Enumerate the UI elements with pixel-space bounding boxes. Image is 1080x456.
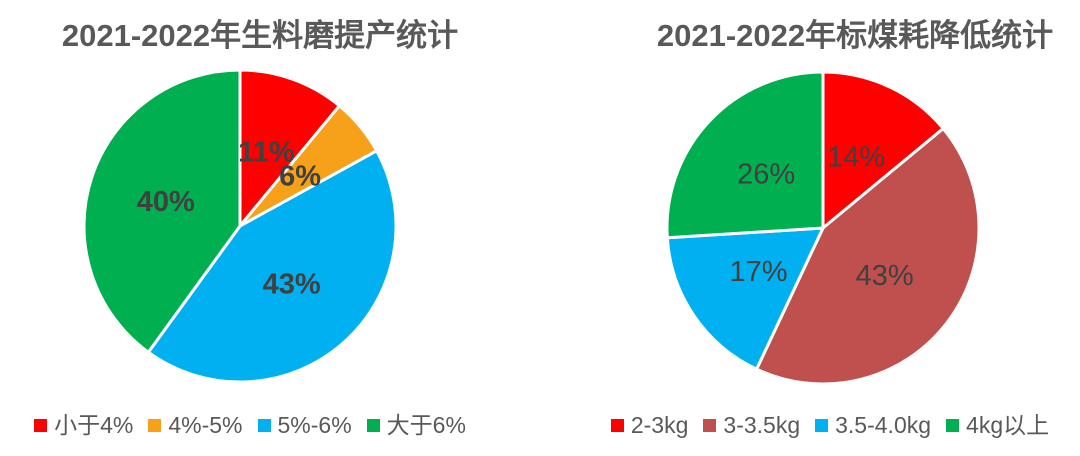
legend-swatch-icon [257,418,271,432]
pie-data-label: 14% [827,141,885,173]
pie-data-label: 17% [729,256,787,288]
legend-swatch-icon [815,418,829,432]
legend-label: 大于6% [386,412,466,438]
coal-consumption-pie-chart: 14% 43% 17% 26% [665,70,981,386]
legend-swatch-icon [34,418,48,432]
pie-data-label: 40% [137,186,195,218]
left-chart-title: 2021-2022年生料磨提产统计 [61,18,459,53]
legend-item-3.5-4.0kg: 3.5-4.0kg [815,412,931,438]
legend-swatch-icon [610,418,624,432]
legend-item-2-3kg: 2-3kg [610,412,689,438]
legend-item-小于4%: 小于4% [34,412,133,438]
legend-swatch-icon [148,418,162,432]
legend-label: 2-3kg [630,412,689,438]
legend-item-大于6%: 大于6% [366,412,466,438]
legend-item-3-3.5kg: 3-3.5kg [703,412,800,438]
legend-label: 小于4% [54,412,134,438]
legend-label: 3.5-4.0kg [835,412,932,438]
legend-item-4%-5%: 4%-5% [148,412,243,438]
left-chart-legend: 小于4% 4%-5% 5%-6% 大于6% [20,410,480,440]
legend-item-4kg以上: 4kg以上 [946,412,1049,438]
right-chart-title: 2021-2022年标煤耗降低统计 [656,18,1054,53]
raw-mill-pie-chart: 11%6% 43% 40% [82,68,398,384]
pie-data-label: 11% [238,137,295,169]
right-chart-legend: 2-3kg 3-3.5kg 3.5-4.0kg 4kg以上 [600,410,1060,440]
legend-swatch-icon [703,418,717,432]
pie-slice-5%-6% [146,149,398,384]
pie-slice-小于4% [238,68,341,228]
legend-label: 4%-5% [168,412,243,438]
pie-slice-2-3kg [821,70,945,230]
legend-item-5%-6%: 5%-6% [257,412,352,438]
pie-data-label: 6% [279,160,321,192]
pie-slice-4kg以上 [665,70,825,240]
legend-label: 4kg以上 [966,412,1050,438]
pie-slice-3.5-4.0kg [665,226,825,371]
legend-swatch-icon [366,418,380,432]
legend-label: 3-3.5kg [723,412,801,438]
pie-data-label: 26% [737,159,795,191]
pie-slice-大于6% [82,68,242,354]
legend-swatch-icon [946,418,960,432]
pie-data-label: 43% [263,269,321,301]
pie-data-label: 43% [856,260,914,292]
pie-slice-3-3.5kg [755,127,981,386]
legend-label: 5%-6% [277,412,352,438]
